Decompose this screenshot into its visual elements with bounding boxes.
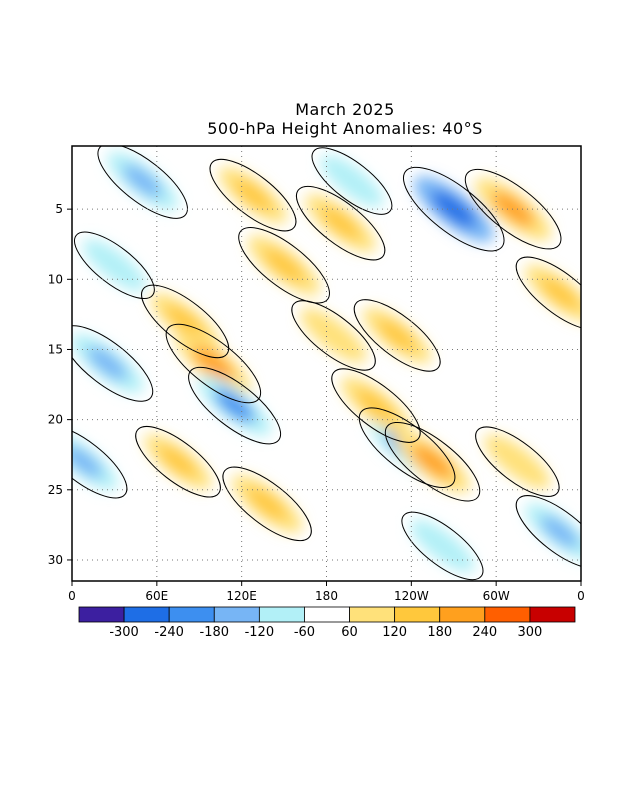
- zero-contour: [311, 147, 393, 215]
- colorbar-label: -60: [294, 625, 315, 640]
- colorbar-swatch: [78, 606, 125, 623]
- anomaly-field: [72, 146, 581, 581]
- colorbar-swatch: [168, 606, 215, 623]
- anomaly-core: [122, 164, 163, 198]
- x-tick-label: 180: [315, 589, 338, 603]
- colorbar-label: 180: [427, 625, 452, 640]
- anomaly-core: [315, 320, 352, 351]
- y-tick-label: 5: [55, 202, 63, 216]
- colorbar-swatch: [258, 606, 305, 623]
- y-tick-label: 30: [48, 553, 63, 567]
- zero-contour: [331, 368, 421, 443]
- colorbar: -300 -240 -180 -120 -60 60 120 180 240 300: [78, 606, 576, 640]
- colorbar-swatch: [394, 606, 441, 623]
- zero-contour: [238, 227, 330, 304]
- colorbar-swatch: [304, 606, 350, 623]
- x-tick-label: 60W: [483, 589, 510, 603]
- zero-contour: [353, 299, 441, 372]
- anomaly-core: [264, 248, 305, 282]
- colorbar-swatch: [213, 606, 260, 623]
- zero-contour: [222, 466, 312, 542]
- anomaly-blobs: [72, 151, 581, 573]
- zero-contour: [209, 158, 297, 232]
- x-tick-label: 0: [577, 589, 585, 603]
- anomaly-core: [334, 166, 370, 196]
- x-tick-label: 0: [68, 589, 76, 603]
- anomaly-core: [499, 446, 536, 478]
- zero-contour: [141, 284, 230, 359]
- zero-contour: [464, 168, 562, 250]
- y-tick-label: 25: [48, 483, 63, 497]
- colorbar-label: -180: [200, 625, 230, 640]
- zero-contour: [295, 185, 386, 261]
- anomaly-core: [214, 388, 255, 423]
- zero-contour: [291, 300, 376, 371]
- anomaly-core: [540, 515, 579, 548]
- y-tick-label: 10: [48, 272, 63, 286]
- colorbar-label: 60: [341, 625, 358, 640]
- x-axis: 0 60E 120E 180 120W 60W 0: [68, 581, 585, 603]
- zero-contour: [135, 426, 221, 498]
- y-axis: 5 10 15 20 25 30: [48, 202, 72, 567]
- colorbar-label: 120: [382, 625, 407, 640]
- colorbar-label: 240: [472, 625, 497, 640]
- colorbar-label: 300: [517, 625, 542, 640]
- x-tick-label: 120E: [226, 589, 257, 603]
- zero-contour: [74, 231, 155, 299]
- anomaly-core: [540, 277, 579, 310]
- zero-contour: [515, 256, 581, 331]
- zero-contour: [384, 421, 481, 502]
- y-tick-label: 20: [48, 413, 63, 427]
- anomaly-core: [159, 446, 197, 478]
- zero-contour: [515, 495, 581, 569]
- colorbar-label: -300: [109, 625, 139, 640]
- anomaly-core: [321, 206, 361, 240]
- anomaly-core: [492, 191, 535, 227]
- colorbar-swatch: [484, 606, 531, 623]
- anomaly-core: [165, 305, 205, 338]
- zero-contour: [72, 325, 154, 402]
- x-tick-label: 60E: [145, 589, 168, 603]
- colorbar-swatch: [349, 606, 396, 623]
- zero-contour: [188, 366, 282, 445]
- anomaly-core: [356, 389, 396, 422]
- anomaly-core: [72, 445, 103, 478]
- colorbar-swatch: [123, 606, 170, 623]
- colorbar-swatch: [439, 606, 486, 623]
- x-tick-label: 120W: [394, 589, 429, 603]
- anomaly-core: [87, 346, 128, 381]
- chart-subtitle: 500-hPa Height Anomalies: 40°S: [207, 119, 483, 138]
- anomaly-core: [411, 444, 454, 480]
- anomaly-core: [378, 319, 417, 352]
- anomaly-core: [234, 179, 272, 211]
- anomaly-core: [96, 250, 132, 280]
- y-tick-label: 15: [48, 342, 63, 356]
- anomaly-core: [431, 190, 476, 228]
- chart-title: March 2025: [295, 100, 395, 119]
- colorbar-swatch: [529, 606, 576, 623]
- zero-contour: [97, 146, 188, 219]
- anomaly-core: [424, 531, 461, 561]
- anomaly-core: [247, 487, 287, 521]
- zero-contour: [401, 511, 484, 581]
- zero-contour: [475, 426, 560, 497]
- zero-contour: [72, 424, 128, 499]
- colorbar-label: -240: [154, 625, 184, 640]
- colorbar-label: -120: [245, 625, 275, 640]
